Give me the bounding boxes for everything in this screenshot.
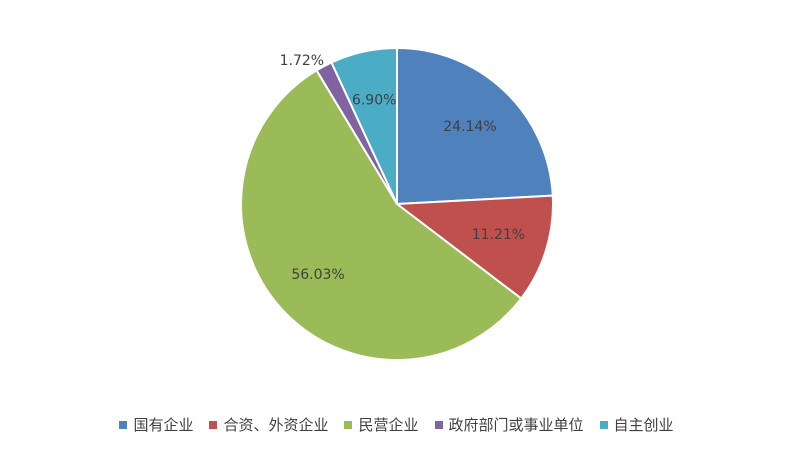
legend-label: 自主创业 bbox=[613, 416, 674, 434]
data-label: 11.21% bbox=[472, 227, 525, 243]
legend: 国有企业 合资、外资企业 民营企业 政府部门或事业单位 自主创业 bbox=[0, 414, 793, 435]
legend-swatch bbox=[434, 420, 443, 429]
legend-label: 合资、外资企业 bbox=[223, 416, 329, 434]
legend-swatch bbox=[344, 420, 353, 429]
data-label: 24.14% bbox=[443, 119, 496, 135]
legend-swatch bbox=[209, 420, 218, 429]
legend-swatch bbox=[599, 420, 608, 429]
pie-slice bbox=[394, 194, 554, 300]
pie-area: 24.14% 11.21% 56.03% 1.72% 6.90% bbox=[240, 46, 554, 361]
legend-label: 政府部门或事业单位 bbox=[448, 416, 584, 434]
data-label: 1.72% bbox=[280, 53, 324, 69]
pie-slice bbox=[330, 46, 398, 205]
legend-item: 国有企业 bbox=[119, 414, 193, 435]
legend-item: 政府部门或事业单位 bbox=[434, 414, 584, 435]
legend-label: 民营企业 bbox=[358, 416, 419, 434]
data-label: 56.03% bbox=[291, 267, 344, 283]
legend-swatch bbox=[119, 420, 128, 429]
legend-item: 民营企业 bbox=[344, 414, 419, 435]
legend-item: 自主创业 bbox=[599, 414, 674, 435]
data-label: 6.90% bbox=[352, 92, 396, 108]
pie-slice bbox=[396, 46, 554, 206]
legend-label: 国有企业 bbox=[133, 416, 194, 434]
pie-slice bbox=[240, 68, 523, 361]
legend-item: 合资、外资企业 bbox=[209, 414, 328, 435]
